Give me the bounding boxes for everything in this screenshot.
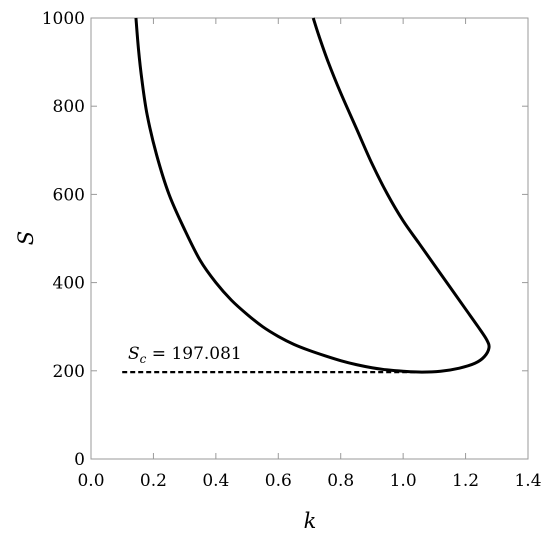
- sc-annotation-subscript: c: [140, 352, 147, 366]
- x-tick-label: 0.2: [140, 471, 167, 491]
- y-tick-label: 400: [53, 274, 85, 294]
- x-tick-label: 0.8: [327, 471, 354, 491]
- x-tick-label: 1.0: [390, 471, 417, 491]
- x-tick-label: 0.6: [265, 471, 292, 491]
- y-tick-label: 1000: [42, 9, 85, 29]
- stability-curve-line: [134, 17, 491, 374]
- sc-annotation-value: = 197.081: [146, 344, 241, 364]
- y-tick-label: 200: [53, 362, 85, 382]
- plot-frame: [90, 17, 529, 460]
- y-tick-label: 0: [74, 450, 85, 470]
- y-tick-label: 800: [53, 97, 85, 117]
- x-tick-label: 0.4: [202, 471, 229, 491]
- y-axis: 0 200 400 600 800 1000: [42, 9, 528, 470]
- x-tick-label: 1.4: [514, 471, 541, 491]
- sc-annotation-symbol: S: [128, 344, 140, 364]
- x-tick-label: 1.2: [452, 471, 479, 491]
- y-axis-title: S: [14, 231, 38, 245]
- x-axis: 0.0 0.2 0.4 0.6 0.8 1.0 1.2 1.4: [77, 18, 542, 491]
- y-tick-label: 600: [53, 185, 85, 205]
- series-layer: [122, 17, 491, 374]
- x-tick-label: 0.0: [77, 471, 104, 491]
- sc-annotation: Sc = 197.081: [128, 344, 242, 366]
- x-axis-title: k: [304, 509, 317, 533]
